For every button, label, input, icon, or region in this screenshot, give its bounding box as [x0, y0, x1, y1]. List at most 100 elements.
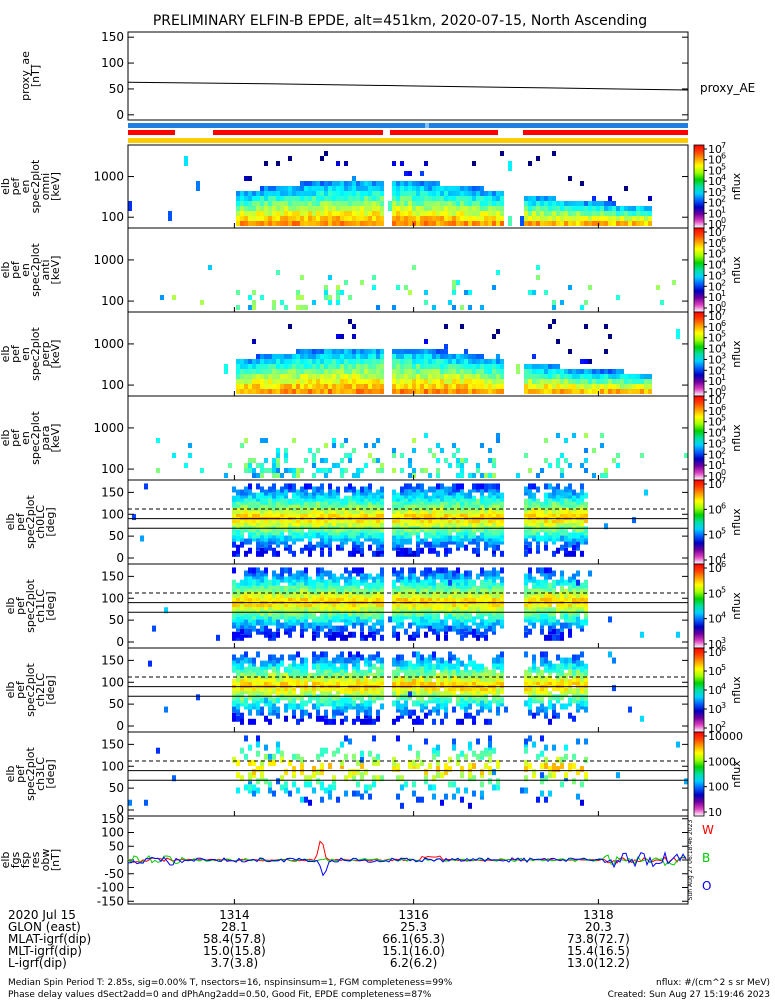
- ytick-label: 50: [109, 529, 124, 543]
- colorbar-label: nflux: [730, 172, 743, 200]
- colorbar-exponent: 1: [721, 373, 726, 382]
- panel-ylabel: en: [19, 431, 32, 445]
- panel-ylabel: [deg]: [44, 507, 57, 536]
- xaxis-row-name: L-igrf(dip): [8, 956, 67, 970]
- proxy-ae-frame: [127, 31, 689, 121]
- colorbar-exponent: 7: [721, 224, 726, 233]
- colorbar-label: nflux: [730, 676, 743, 704]
- colorbar-tick-label: 100: [708, 781, 729, 794]
- colorbar-tick-label: 10: [708, 416, 722, 429]
- ytick-label: 50: [109, 613, 124, 627]
- colorbar-tick-label: 10: [708, 529, 722, 542]
- colorbar-tick-label: 10: [708, 478, 722, 491]
- panel-ylabel: en: [19, 180, 32, 194]
- panel-ylabel: spec2plot: [29, 243, 42, 297]
- colorbar-tick-label: 10: [708, 665, 722, 678]
- ytick-label: 0: [116, 108, 124, 122]
- colorbar-exponent: 6: [721, 403, 726, 412]
- colorbar-exponent: 5: [721, 527, 726, 536]
- xaxis-row-value: 58.4(57.8): [203, 932, 266, 946]
- colorbar: [693, 563, 705, 649]
- panel-ylabel: pef: [9, 428, 22, 447]
- panel-ylabel: en: [19, 347, 32, 361]
- colorbar-exponent: 0: [721, 468, 726, 477]
- colorbar-tick-label: 10: [708, 291, 722, 304]
- colorbar-tick-label: 10: [708, 448, 722, 461]
- panel-ylabel: [keV]: [49, 256, 62, 285]
- ytick-label: -50: [104, 867, 124, 881]
- colorbar-tick-label: 10: [708, 613, 722, 626]
- colorbar-tick-label: 10: [708, 375, 722, 388]
- colorbar-exponent: 5: [721, 663, 726, 672]
- colorbar-exponent: 3: [721, 267, 726, 276]
- ytick-label: 100: [101, 826, 124, 840]
- colorbar-label: nflux: [730, 256, 743, 284]
- panel-ylabel: spec2plot: [29, 411, 42, 465]
- colorbar-label: nflux: [730, 760, 743, 788]
- field-series-W: [127, 840, 687, 864]
- panel-ylabel: elb: [0, 430, 12, 447]
- colorbar-exponent: 1: [721, 289, 726, 298]
- colorbar: [693, 144, 705, 229]
- xaxis-row-value: 1316: [398, 908, 429, 922]
- colorbar: [693, 479, 705, 565]
- colorbar-tick-label: 10: [708, 353, 722, 366]
- xaxis-row-name: MLAT-igrf(dip): [8, 932, 91, 946]
- colorbar-tick-label: 10: [708, 638, 722, 651]
- panel-ylabel: pef: [14, 764, 27, 783]
- panel-ylabel: [keV]: [49, 340, 62, 369]
- colorbar-exponent: 2: [721, 446, 726, 455]
- panel-0: 150 100 50 0 proxy_ae[nT] proxy_AE: [19, 30, 755, 122]
- colorbar-tick-label: 10: [708, 218, 722, 231]
- colorbar-exponent: 6: [721, 152, 726, 161]
- panel-ylabel: pef: [14, 680, 27, 699]
- colorbar-tick-label: 10: [708, 143, 722, 156]
- panel-ylabel: spec2plot: [29, 327, 42, 381]
- ytick-label: 100: [101, 507, 124, 521]
- colorbar: [693, 731, 705, 817]
- panel-ylabel: elb: [0, 346, 12, 363]
- ytick-label: 100: [101, 462, 124, 476]
- status-bar-gap: [425, 123, 429, 128]
- ytick-label: 1000: [93, 421, 124, 435]
- spectrogram-background: [128, 732, 688, 816]
- colorbar-tick-label: 10: [708, 343, 722, 356]
- xaxis-row-name: 2020 Jul 15: [8, 908, 76, 922]
- colorbar: [693, 227, 705, 313]
- colorbar-tick-label: 10: [708, 302, 722, 315]
- colorbar-tick-label: 10: [708, 405, 722, 418]
- panel-ylabel: pef: [9, 177, 22, 196]
- panel-ylabel: pef: [9, 344, 22, 363]
- panel-ylabel: ch0LC: [34, 505, 47, 539]
- colorbar-tick-label: 10: [708, 646, 722, 659]
- colorbar-exponent: 0: [721, 216, 726, 225]
- footer-units: nflux: #/(cm^2 s sr MeV): [656, 978, 770, 988]
- footer: Median Spin Period T: 2.85s, sig=0.00% T…: [8, 978, 770, 1000]
- ytick-label: 0: [116, 719, 124, 733]
- colorbar-tick-label: 10: [708, 321, 722, 334]
- ytick-label: 150: [101, 30, 124, 44]
- panel-ylabel: fgs: [9, 851, 22, 868]
- spectrogram-background: [128, 228, 688, 312]
- status-bar-red: [523, 130, 688, 135]
- proxy-ae-line: [127, 81, 689, 91]
- panel-ylabel: fsp: [19, 852, 32, 869]
- colorbar-exponent: 2: [721, 195, 726, 204]
- colorbar-tick-label: 10: [708, 310, 722, 323]
- ytick-label: 50: [109, 697, 124, 711]
- panel-ylabel: omni: [39, 173, 52, 200]
- colorbar-label: nflux: [730, 424, 743, 452]
- xaxis-row-value: 15.0(15.8): [203, 944, 266, 958]
- ytick-label: 100: [101, 210, 124, 224]
- colorbar-label: nflux: [730, 508, 743, 536]
- ytick-label: 100: [101, 591, 124, 605]
- colorbar-exponent: 6: [721, 235, 726, 244]
- colorbar-label: nflux: [730, 592, 743, 620]
- panel-ylabel: ch2LC: [34, 673, 47, 707]
- panel-ylabel: ch1LC: [34, 589, 47, 623]
- colorbar: [693, 647, 705, 733]
- panel-ylabel: obw: [39, 849, 52, 872]
- legend-O: O: [702, 879, 711, 893]
